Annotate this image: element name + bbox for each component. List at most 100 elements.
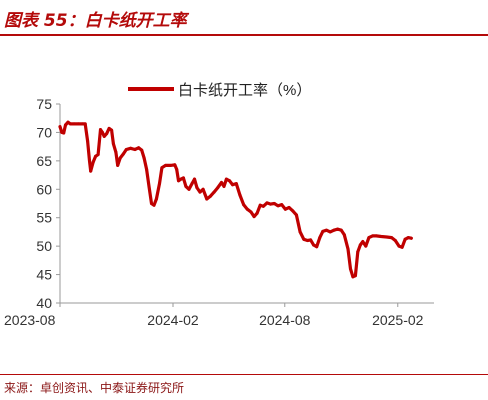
data-point xyxy=(332,228,336,232)
data-point xyxy=(342,233,346,237)
data-point xyxy=(216,186,220,190)
data-point xyxy=(234,182,238,186)
data-point xyxy=(328,230,332,234)
data-point xyxy=(346,247,350,251)
data-point xyxy=(86,139,90,143)
data-point xyxy=(238,193,242,197)
y-tick-label: 65 xyxy=(36,153,52,169)
data-point xyxy=(397,244,401,248)
data-point xyxy=(187,187,191,191)
data-point xyxy=(107,126,111,130)
x-tick-label: 2024-08 xyxy=(259,312,311,328)
data-point xyxy=(358,243,362,247)
data-point xyxy=(265,201,269,205)
y-tick-label: 55 xyxy=(36,210,52,226)
data-point xyxy=(102,134,106,138)
data-point xyxy=(160,166,164,170)
data-point xyxy=(76,122,80,126)
data-point xyxy=(258,203,262,207)
data-point xyxy=(179,177,183,181)
data-point xyxy=(242,203,246,207)
data-point xyxy=(220,181,223,184)
data-point xyxy=(62,131,66,135)
data-point xyxy=(255,211,259,215)
data-point xyxy=(349,267,352,271)
data-point xyxy=(91,160,95,164)
data-point xyxy=(154,197,158,201)
data-point xyxy=(294,213,298,217)
data-point xyxy=(306,239,309,242)
data-point xyxy=(364,244,368,248)
y-tick-label: 45 xyxy=(36,267,52,283)
y-tick-label: 50 xyxy=(36,238,52,254)
data-point xyxy=(140,148,144,152)
data-point xyxy=(173,163,177,167)
data-point xyxy=(105,132,109,136)
data-point xyxy=(121,152,125,156)
data-point xyxy=(118,156,122,160)
data-point xyxy=(367,236,371,240)
data-point xyxy=(321,229,325,233)
data-point xyxy=(390,236,394,240)
data-point xyxy=(110,128,114,132)
data-point xyxy=(280,203,284,207)
data-point xyxy=(145,167,149,171)
y-tick-label: 40 xyxy=(36,295,52,311)
data-point xyxy=(116,163,120,167)
data-point xyxy=(261,204,265,208)
data-point xyxy=(129,146,133,150)
data-point xyxy=(164,163,168,167)
data-point xyxy=(393,239,397,242)
data-point xyxy=(351,275,355,279)
line-chart: 白卡纸开工率（%） 40 45 50 55 60 65 70 75 2023-08 2024-02… xyxy=(4,82,434,328)
data-point xyxy=(318,236,322,240)
data-point xyxy=(209,194,212,198)
data-point xyxy=(201,187,205,191)
data-point xyxy=(302,237,306,241)
x-tick-label: 2023-08 xyxy=(4,312,56,328)
data-point xyxy=(181,176,185,180)
data-point xyxy=(403,237,407,241)
data-point xyxy=(400,245,404,249)
data-point xyxy=(58,125,62,129)
data-point xyxy=(150,202,153,205)
data-point xyxy=(177,179,180,183)
data-point xyxy=(245,207,249,211)
data-point xyxy=(361,240,365,244)
data-point xyxy=(269,202,273,206)
data-point xyxy=(309,238,313,242)
data-point xyxy=(89,169,93,173)
data-point xyxy=(94,154,98,158)
data-point xyxy=(385,235,389,239)
data-point xyxy=(195,186,199,190)
data-point xyxy=(81,122,85,126)
y-tick-label: 60 xyxy=(36,181,52,197)
data-point xyxy=(68,122,72,126)
data-point xyxy=(198,190,202,194)
figure-title: 图表 55：白卡纸开工率 xyxy=(4,11,187,31)
y-tick-label: 70 xyxy=(36,124,52,140)
data-point xyxy=(356,250,360,254)
data-point xyxy=(124,148,128,151)
data-point xyxy=(409,236,413,240)
legend-label: 白卡纸开工率（%） xyxy=(178,82,311,99)
data-point xyxy=(224,177,228,181)
data-point xyxy=(99,128,102,132)
data-point xyxy=(158,182,161,186)
data-point xyxy=(231,183,235,187)
data-point xyxy=(64,123,67,127)
source-note: 来源：卓创资讯、中泰证券研究所 xyxy=(4,381,185,395)
data-point xyxy=(193,177,196,181)
data-point xyxy=(287,206,291,209)
data-point xyxy=(88,159,91,163)
data-point xyxy=(374,234,378,238)
data-point xyxy=(184,184,188,188)
data-point xyxy=(205,197,209,201)
x-tick-label: 2024-02 xyxy=(147,312,199,328)
data-point xyxy=(66,120,70,124)
data-point xyxy=(276,204,280,208)
data-point xyxy=(142,156,146,160)
data-point xyxy=(272,202,276,205)
source-rule xyxy=(0,374,488,375)
data-point xyxy=(406,236,410,240)
